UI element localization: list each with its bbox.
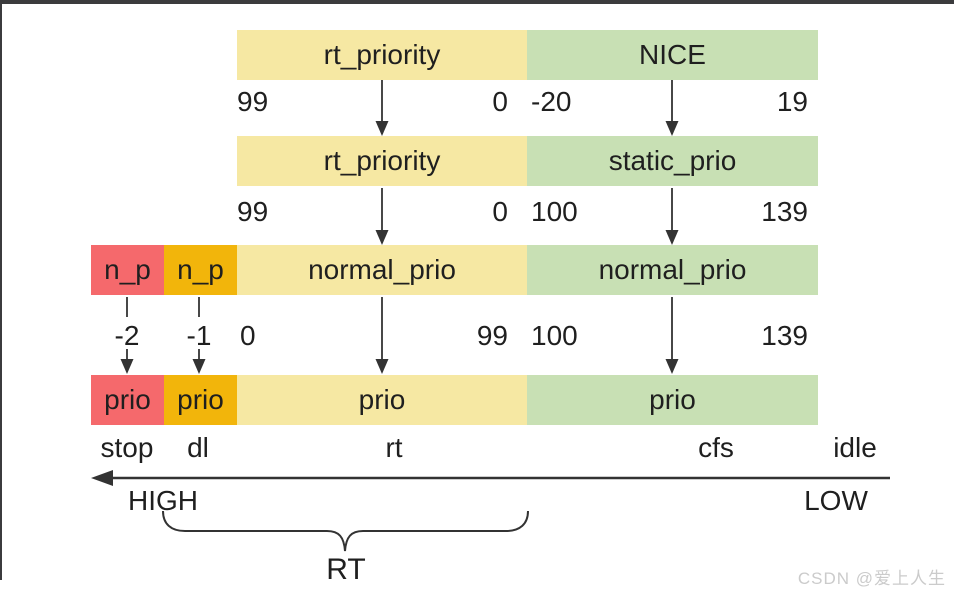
range-row3-rt-min: 0 [240,320,256,351]
arrow-static-prio-to-normal-prio [665,188,679,245]
bar-prio-rt: prio [237,375,527,425]
class-label-idle: idle [833,432,877,463]
range-row1-rt-min: 99 [237,86,269,117]
range-row2-rt-max: 0 [492,196,508,227]
bar-nice-label: NICE [639,39,706,70]
window-left-border [0,4,2,580]
bar-rt-priority-kernel: rt_priority [237,136,527,186]
class-label-dl: dl [187,432,209,463]
range-row2-cfs-min: 100 [531,196,578,227]
arrow-np-dl-to-prio [192,297,206,374]
range-row2-rt-min: 99 [237,196,269,227]
range-row3-cfs-min: 100 [531,320,578,351]
range-row1-cfs-min: -20 [531,86,572,117]
rt-range-brace [162,510,529,552]
bar-normal-prio-rt-label: normal_prio [308,254,456,285]
arrow-normal-prio-cfs-to-prio [665,297,679,374]
box-prio-dl-label: prio [177,384,224,415]
class-label-rt: rt [385,432,403,463]
class-label-cfs: cfs [698,432,734,463]
box-np-dl: n_p [164,245,237,295]
bar-nice: NICE [527,30,818,80]
bar-rt-priority-user-label: rt_priority [323,39,441,70]
bar-prio-rt-label: prio [358,384,406,415]
range-row2-cfs-max: 139 [761,196,808,227]
range-row3-rt-max: 99 [476,320,508,351]
bar-normal-prio-rt: normal_prio [237,245,527,295]
arrow-rt-priority-to-rt-priority [375,80,389,136]
bar-static-prio-label: static_prio [608,145,737,176]
rt-range-label: RT [326,553,366,586]
box-np-dl-label: n_p [177,254,224,285]
bar-normal-prio-cfs-label: normal_prio [598,254,747,285]
window-top-border [0,0,954,4]
arrow-rt-priority-to-normal-prio [375,188,389,245]
box-prio-stop: prio [91,375,164,425]
priority-axis-arrow [91,470,890,486]
range-row3-cfs-max: 139 [761,320,808,351]
bar-prio-cfs-label: prio [649,384,696,415]
bar-static-prio: static_prio [527,136,818,186]
box-np-stop: n_p [91,245,164,295]
class-label-stop: stop [100,432,154,463]
bar-rt-priority-kernel-label: rt_priority [323,145,441,176]
watermark: CSDN @爱上人生 [797,569,946,588]
arrow-np-stop-to-prio [120,297,134,374]
bar-normal-prio-cfs: normal_prio [527,245,818,295]
bar-prio-cfs: prio [527,375,818,425]
box-np-stop-label: n_p [104,254,151,285]
axis-high-label: HIGH [128,485,198,516]
box-prio-dl: prio [164,375,237,425]
range-row1-rt-max: 0 [492,86,508,117]
bar-rt-priority-user: rt_priority [237,30,527,80]
range-row3-dl: -1 [186,320,212,351]
range-row3-stop: -2 [114,320,140,351]
arrow-normal-prio-rt-to-prio [375,297,389,374]
box-prio-stop-label: prio [104,384,151,415]
axis-low-label: LOW [804,485,868,516]
range-row1-cfs-max: 19 [776,86,808,117]
